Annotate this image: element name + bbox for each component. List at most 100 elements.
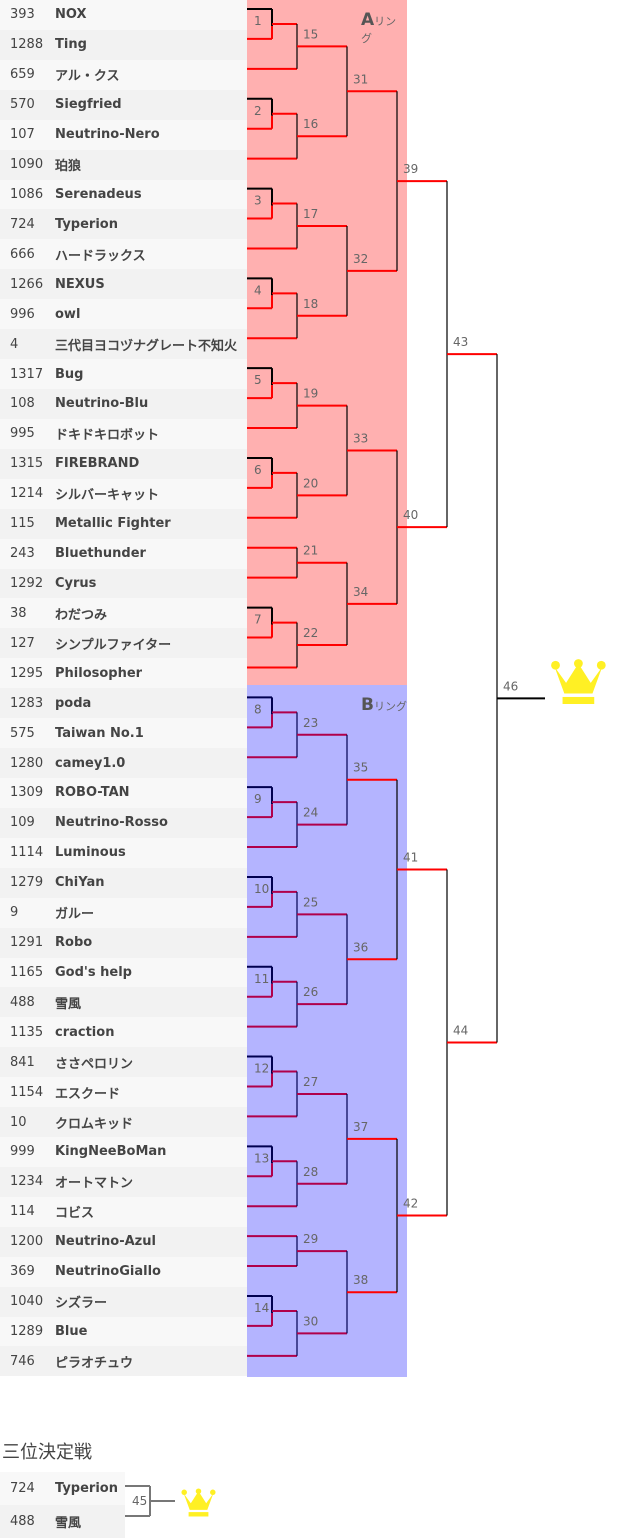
entry-row: 1309 ROBO-TAN (0, 777, 247, 808)
entry-number: 1288 (10, 37, 44, 53)
match-number: 15 (303, 27, 318, 41)
entry-number: 1214 (10, 486, 44, 502)
entry-row: 1135 craction (0, 1017, 247, 1048)
match-number: 7 (254, 613, 262, 627)
match-number: 46 (503, 679, 518, 693)
entry-number: 108 (10, 396, 35, 412)
entry-number: 488 (10, 994, 35, 1010)
entry-number: 575 (10, 725, 35, 741)
entry-name: Serenadeus (55, 186, 142, 202)
entry-name: Bug (55, 366, 84, 382)
match-number: 38 (353, 1273, 368, 1287)
entry-number: 1289 (10, 1324, 44, 1340)
entry-number: 1283 (10, 695, 44, 711)
entry-name: Siegfried (55, 97, 122, 113)
entry-row: 1234 オートマトン (0, 1166, 247, 1197)
entry-row: 127 シンプルファイター (0, 628, 247, 659)
match-number: 2 (254, 104, 262, 118)
match-number: 9 (254, 792, 262, 806)
entry-row: 659 アル・クス (0, 59, 247, 90)
entry-row: 1086 Serenadeus (0, 179, 247, 210)
match-number: 21 (303, 544, 318, 558)
third-place-title: 三位決定戦 (2, 1442, 92, 1463)
entry-name: NOX (55, 7, 87, 23)
entry-number: 9 (10, 905, 19, 921)
entry-number: 127 (10, 635, 35, 651)
entry-number: 1165 (10, 964, 44, 980)
entry-name: Blue (55, 1324, 88, 1340)
match-number: 23 (303, 716, 318, 730)
match-number: 25 (303, 895, 318, 909)
entry-number: 570 (10, 97, 35, 113)
entry-row: 724 Typerion (0, 1472, 125, 1505)
entry-row: 1283 poda (0, 688, 247, 719)
entry-number: 996 (10, 306, 35, 322)
entry-row: 1154 エスクード (0, 1077, 247, 1108)
entry-name: God's help (55, 964, 132, 980)
entry-number: 1266 (10, 276, 44, 292)
entry-number: 1135 (10, 1024, 44, 1040)
entry-row: 746 ピラオチュウ (0, 1346, 247, 1377)
entry-number: 724 (10, 216, 35, 232)
entry-name: 三代目ヨコヅナグレート不知火 (55, 338, 238, 354)
entry-name: シンプルファイター (55, 637, 172, 653)
entry-number: 4 (10, 336, 19, 352)
entry-name: Neutrino-Nero (55, 127, 160, 143)
entry-number: 1200 (10, 1234, 44, 1250)
entry-number: 1279 (10, 875, 44, 891)
entry-row: 1291 Robo (0, 927, 247, 958)
entry-name: シズラー (55, 1296, 108, 1312)
entry-name: ドキドキロボット (55, 428, 160, 444)
match-number: 32 (353, 252, 368, 266)
match-number: 41 (403, 850, 418, 864)
match-number: 28 (303, 1165, 318, 1179)
entry-name: アル・クス (55, 69, 120, 85)
entry-row: 38 わだつみ (0, 598, 247, 629)
entry-row: 243 Bluethunder (0, 538, 247, 569)
entry-number: 109 (10, 815, 35, 831)
entry-name: Neutrino-Azul (55, 1234, 156, 1250)
match-number: 13 (254, 1151, 269, 1165)
match-number: 6 (254, 463, 262, 477)
entry-row: 4 三代目ヨコヅナグレート不知火 (0, 329, 247, 360)
entry-number: 659 (10, 67, 35, 83)
entry-row: 10 クロムキッド (0, 1107, 247, 1138)
crown-icon (181, 1488, 216, 1517)
entry-row: 114 コビス (0, 1196, 247, 1227)
entry-name: Philosopher (55, 665, 143, 681)
match-number: 27 (303, 1075, 318, 1089)
entry-name: 珀狼 (55, 159, 82, 175)
entry-row: 1288 Ting (0, 29, 247, 60)
entry-row: 1214 シルバーキャット (0, 478, 247, 509)
match-number: 33 (353, 431, 368, 445)
entry-name: わだつみ (55, 607, 108, 623)
entry-name: NEXUS (55, 276, 105, 292)
match-number: 35 (353, 761, 368, 775)
entry-name: poda (55, 695, 92, 711)
entry-number: 10 (10, 1114, 27, 1130)
entry-name: ハードラックス (55, 248, 146, 264)
entry-row: 1289 Blue (0, 1316, 247, 1347)
entry-name: camey1.0 (55, 755, 126, 771)
entry-number: 243 (10, 546, 35, 562)
entry-number: 1040 (10, 1294, 44, 1310)
entry-number: 114 (10, 1204, 35, 1220)
match-number: 11 (254, 972, 269, 986)
entry-row: 109 Neutrino-Rosso (0, 807, 247, 838)
entry-number: 369 (10, 1264, 35, 1280)
match-number: 18 (303, 297, 318, 311)
entry-name: Bluethunder (55, 546, 146, 562)
match-number: 36 (353, 940, 368, 954)
entry-number: 1234 (10, 1174, 44, 1190)
entry-number: 999 (10, 1144, 35, 1160)
entry-number: 666 (10, 246, 35, 262)
entry-name: Typerion (55, 1481, 118, 1496)
match-number: 40 (403, 508, 418, 522)
entry-row: 1317 Bug (0, 359, 247, 389)
entry-number: 1291 (10, 935, 44, 951)
entry-row: 1114 Luminous (0, 837, 247, 868)
match-number: 8 (254, 702, 262, 716)
match-number: 30 (303, 1314, 318, 1328)
entry-name: 雪風 (55, 1516, 82, 1531)
entry-name: ChiYan (55, 875, 105, 891)
